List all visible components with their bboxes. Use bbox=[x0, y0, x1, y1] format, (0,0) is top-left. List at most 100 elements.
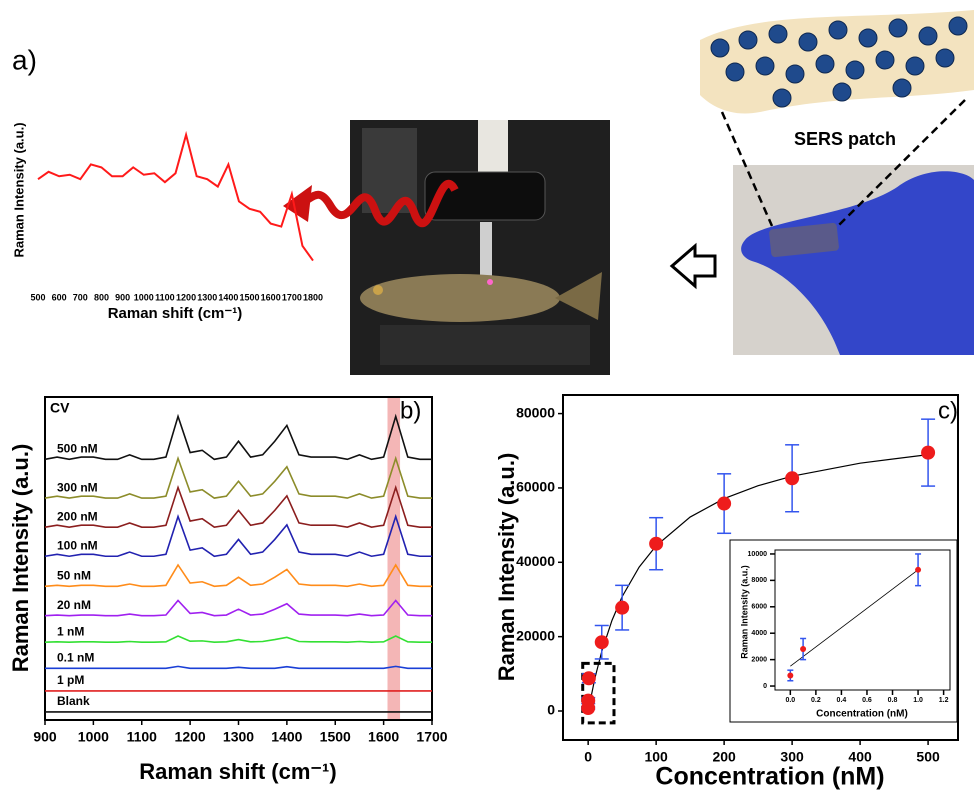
x-tick-label: 400 bbox=[848, 749, 872, 765]
spectrum-line bbox=[44, 455, 432, 499]
x-tick-label: 200 bbox=[712, 749, 736, 765]
x-tick-label: 1.2 bbox=[939, 697, 949, 704]
series-label: 1 nM bbox=[57, 624, 84, 638]
series-label: 500 nM bbox=[57, 442, 98, 456]
x-tick-label: 1.0 bbox=[913, 697, 923, 704]
x-tick-label: 1000 bbox=[134, 292, 154, 302]
x-tick-label: 600 bbox=[52, 292, 67, 302]
x-tick-label: 0.6 bbox=[862, 697, 872, 704]
y-tick-label: 40000 bbox=[516, 553, 555, 569]
spectrum-line bbox=[44, 513, 432, 558]
photo-finger bbox=[733, 165, 974, 355]
data-point bbox=[800, 646, 807, 653]
data-point bbox=[915, 566, 922, 573]
x-tick-label: 1600 bbox=[261, 292, 281, 302]
x-tick-label: 1100 bbox=[155, 292, 175, 302]
x-tick-label: 500 bbox=[30, 292, 45, 302]
y-tick-label: 4000 bbox=[751, 630, 767, 637]
series-label: 20 nM bbox=[57, 598, 91, 612]
spectrum-line bbox=[44, 484, 432, 529]
y-tick-label: 0 bbox=[763, 683, 767, 690]
series-label: Blank bbox=[57, 694, 90, 708]
spectrum-line bbox=[44, 635, 432, 643]
x-tick-label: 1000 bbox=[78, 729, 109, 745]
x-tick-label: 1300 bbox=[223, 729, 254, 745]
series-label: 50 nM bbox=[57, 568, 91, 582]
panel-label: b) bbox=[400, 397, 421, 424]
x-tick-label: 1200 bbox=[176, 292, 196, 302]
x-tick-label: 1300 bbox=[197, 292, 217, 302]
series-label: 100 nM bbox=[57, 538, 98, 552]
y-axis-title: Raman Intensity (a.u.) bbox=[8, 444, 33, 673]
series-label: 200 nM bbox=[57, 509, 98, 523]
x-tick-label: 1800 bbox=[303, 292, 323, 302]
x-tick-label: 1100 bbox=[127, 729, 158, 745]
x-axis-title: Raman shift (cm⁻¹) bbox=[139, 759, 336, 784]
wave-arrow bbox=[298, 179, 459, 228]
data-point bbox=[581, 693, 596, 708]
y-tick-label: 60000 bbox=[516, 479, 555, 495]
y-tick-label: 8000 bbox=[751, 577, 767, 584]
data-point bbox=[717, 496, 732, 511]
plot-frame bbox=[44, 396, 433, 721]
y-tick-label: 6000 bbox=[751, 604, 767, 611]
y-axis-title: Raman Intensity (a.u.) bbox=[739, 565, 749, 659]
fit-line bbox=[790, 569, 919, 667]
x-tick-label: 1400 bbox=[271, 729, 302, 745]
x-tick-label: 1500 bbox=[240, 292, 260, 302]
x-tick-label: 1200 bbox=[175, 729, 206, 745]
x-tick-label: 500 bbox=[916, 749, 940, 765]
x-tick-label: 1500 bbox=[320, 729, 351, 745]
series-label: 0.1 nM bbox=[57, 650, 94, 664]
x-tick-label: 300 bbox=[780, 749, 804, 765]
spectrum-line bbox=[44, 413, 432, 461]
process-arrow bbox=[669, 242, 717, 290]
spectrum-line bbox=[44, 563, 432, 588]
data-point bbox=[785, 471, 800, 486]
panel-label: c) bbox=[938, 397, 958, 424]
x-tick-label: 900 bbox=[115, 292, 130, 302]
x-tick-label: 1700 bbox=[282, 292, 302, 302]
y-tick-label: 2000 bbox=[751, 656, 767, 663]
plot-frame bbox=[562, 394, 959, 741]
x-tick-label: 700 bbox=[73, 292, 88, 302]
x-tick-label: 0 bbox=[584, 749, 592, 765]
data-point bbox=[594, 635, 609, 650]
x-axis-title: Concentration (nM) bbox=[655, 763, 884, 791]
x-axis-title: Concentration (nM) bbox=[816, 709, 908, 720]
y-tick-label: 10000 bbox=[748, 551, 768, 558]
x-tick-label: 0.2 bbox=[811, 697, 821, 704]
x-tick-label: 1400 bbox=[218, 292, 238, 302]
data-point bbox=[921, 445, 936, 460]
y-tick-label: 20000 bbox=[516, 627, 555, 643]
y-tick-label: 0 bbox=[547, 702, 555, 718]
data-point bbox=[581, 671, 596, 686]
series-label: 1 pM bbox=[57, 673, 84, 687]
data-point bbox=[615, 600, 630, 615]
annotation: CV bbox=[50, 400, 70, 416]
data-point bbox=[787, 672, 794, 679]
spectrum-line bbox=[37, 130, 314, 262]
photo-fish bbox=[350, 120, 610, 375]
x-axis-title: Raman shift (cm⁻¹) bbox=[108, 305, 243, 322]
data-point bbox=[649, 536, 664, 551]
x-tick-label: 100 bbox=[644, 749, 668, 765]
sers-patch-label: SERS patch bbox=[794, 129, 896, 149]
highlight-band bbox=[387, 397, 401, 720]
spectrum-line bbox=[45, 665, 432, 670]
y-tick-label: 80000 bbox=[516, 404, 555, 420]
series-label: 300 nM bbox=[57, 480, 98, 494]
wave-arrowhead bbox=[283, 185, 312, 222]
plot-frame bbox=[774, 549, 951, 691]
spectrum-line bbox=[44, 599, 432, 617]
x-tick-label: 800 bbox=[94, 292, 109, 302]
y-axis-title: Raman Intensity (a.u.) bbox=[494, 453, 519, 682]
x-tick-label: 1600 bbox=[368, 729, 399, 745]
x-tick-label: 1700 bbox=[416, 729, 447, 745]
panel-label: a) bbox=[12, 44, 37, 75]
zoom-box bbox=[581, 661, 616, 725]
sers-patch-schematic: SERS patch bbox=[700, 10, 974, 227]
x-tick-label: 900 bbox=[33, 729, 57, 745]
x-tick-label: 0.0 bbox=[785, 697, 795, 704]
